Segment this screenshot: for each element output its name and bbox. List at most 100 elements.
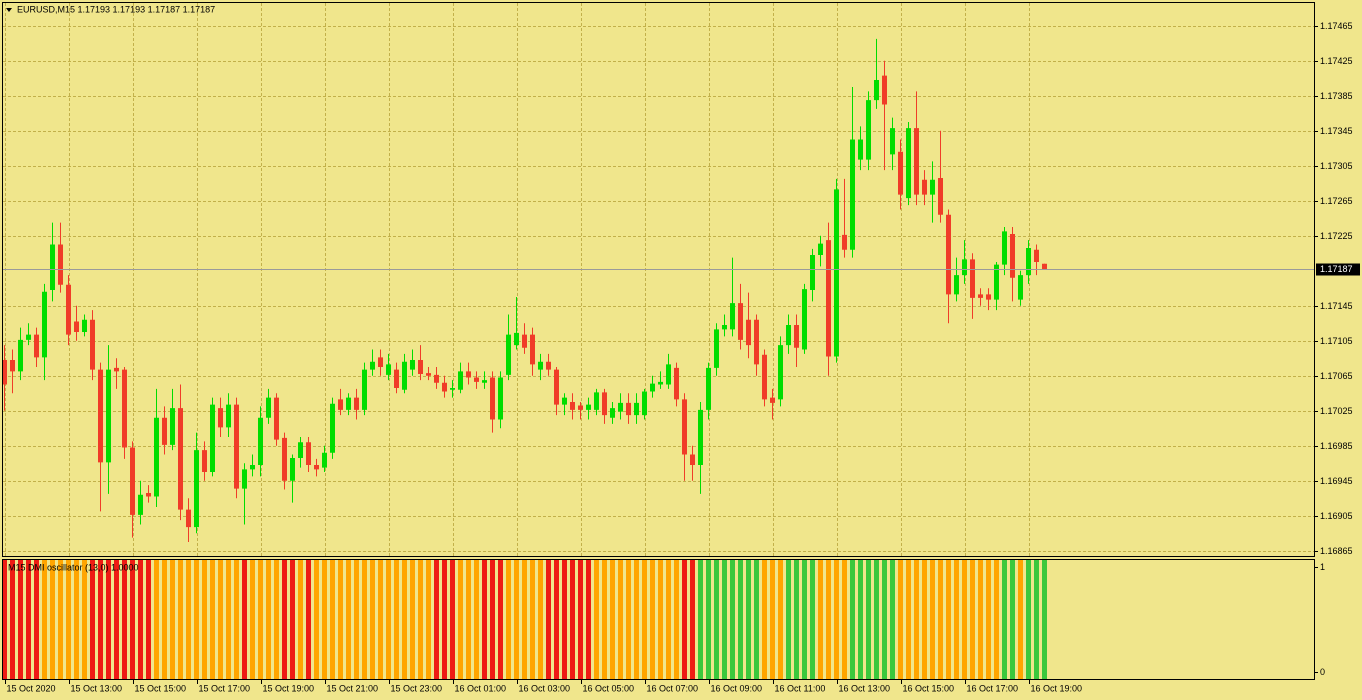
oscillator-bar	[858, 560, 863, 679]
oscillator-bar	[386, 560, 391, 679]
candle-body	[810, 255, 815, 290]
candle-body	[938, 178, 943, 215]
candle-body	[2, 360, 7, 385]
oscillator-bar	[154, 560, 159, 679]
candle-body	[730, 303, 735, 330]
oscillator-bar	[770, 560, 775, 679]
oscillator-bar	[106, 560, 111, 679]
y-tick-label: 1.17425	[1320, 56, 1353, 66]
oscillator-bar	[370, 560, 375, 679]
oscillator-bar	[218, 560, 223, 679]
candle-body	[210, 404, 215, 472]
oscillator-bar	[58, 560, 63, 679]
candle-body	[426, 373, 431, 376]
candle-body	[130, 447, 135, 515]
y-tick-label: 1.17305	[1320, 161, 1353, 171]
candle-body	[194, 450, 199, 528]
oscillator-bar	[42, 560, 47, 679]
oscillator-bar	[322, 560, 327, 679]
oscillator-bar	[290, 560, 295, 679]
candle-body	[594, 392, 599, 410]
oscillator-bar	[634, 560, 639, 679]
candle-body	[498, 377, 503, 420]
oscillator-bar	[282, 560, 287, 679]
oscillator-bar	[850, 560, 855, 679]
chart-header: EURUSD,M15 1.17193 1.17193 1.17187 1.171…	[17, 4, 215, 14]
candle-body	[66, 284, 71, 335]
oscillator-bar	[754, 560, 759, 679]
candle-body	[778, 345, 783, 400]
oscillator-bar	[514, 560, 519, 679]
candle-body	[994, 264, 999, 300]
oscillator-bar	[138, 560, 143, 679]
oscillator-bar	[202, 560, 207, 679]
oscillator-bar	[778, 560, 783, 679]
candle-body	[378, 357, 383, 367]
oscillator-bar	[690, 560, 695, 679]
oscillator-bar	[1026, 560, 1031, 679]
oscillator-bar	[1018, 560, 1023, 679]
y-tick-label: 1.16985	[1320, 441, 1353, 451]
main-panel-border	[2, 2, 1315, 557]
oscillator-panel-border	[2, 559, 1315, 680]
candle-body	[290, 458, 295, 481]
candle-body	[490, 377, 495, 420]
y-tick-label: 1.17065	[1320, 371, 1353, 381]
y-tick-label: 1.16865	[1320, 546, 1353, 556]
x-tick-label: 16 Oct 15:00	[903, 683, 955, 693]
indicator-title: M15 DMI oscillator (13,0) 1.0000	[8, 562, 139, 572]
candle-body	[802, 289, 807, 350]
oscillator-bar	[194, 560, 199, 679]
candle-body	[970, 259, 975, 298]
candle-body	[682, 399, 687, 455]
candle-body	[10, 360, 15, 372]
oscillator-bar	[74, 560, 79, 679]
oscillator-bar	[602, 560, 607, 679]
candle-body	[434, 374, 439, 383]
oscillator-bar	[418, 560, 423, 679]
x-tick-label: 15 Oct 13:00	[71, 683, 123, 693]
oscillator-bar	[306, 560, 311, 679]
oscillator-bar	[538, 560, 543, 679]
oscillator-bar	[586, 560, 591, 679]
y-tick-label: 1.17345	[1320, 126, 1353, 136]
oscillator-bar	[658, 560, 663, 679]
oscillator-bar	[314, 560, 319, 679]
y-tick-label: 1.17465	[1320, 21, 1353, 31]
oscillator-bar	[562, 560, 567, 679]
x-tick-label: 15 Oct 2020	[7, 683, 56, 693]
candle-body	[482, 380, 487, 383]
candle-body	[362, 369, 367, 410]
candle-body	[386, 364, 391, 375]
x-tick-label: 16 Oct 07:00	[647, 683, 699, 693]
candle-body	[218, 408, 223, 428]
oscillator-bar	[402, 560, 407, 679]
candle-body	[690, 454, 695, 465]
x-tick-label: 16 Oct 19:00	[1031, 683, 1083, 693]
x-tick-label: 16 Oct 01:00	[455, 683, 507, 693]
oscillator-bar	[618, 560, 623, 679]
candle-body	[626, 402, 631, 416]
x-tick-label: 15 Oct 17:00	[199, 683, 251, 693]
candle-body	[706, 367, 711, 410]
oscillator-bar	[506, 560, 511, 679]
candle-body	[874, 80, 879, 101]
oscillator-bar	[10, 560, 15, 679]
oscillator-bar	[922, 560, 927, 679]
oscillator-bar	[674, 560, 679, 679]
oscillator-bar	[666, 560, 671, 679]
oscillator-bar	[898, 560, 903, 679]
candle-body	[1034, 249, 1039, 262]
candle-body	[394, 369, 399, 388]
oscillator-bar	[978, 560, 983, 679]
y-tick-label: 1.16905	[1320, 511, 1353, 521]
oscillator-bar	[394, 560, 399, 679]
oscillator-bar	[482, 560, 487, 679]
oscillator-bar	[594, 560, 599, 679]
candle-body	[634, 402, 639, 416]
candle-body	[890, 128, 895, 155]
oscillator-bar	[450, 560, 455, 679]
oscillator-bar	[906, 560, 911, 679]
x-tick-label: 16 Oct 11:00	[775, 683, 826, 693]
oscillator-bar	[554, 560, 559, 679]
